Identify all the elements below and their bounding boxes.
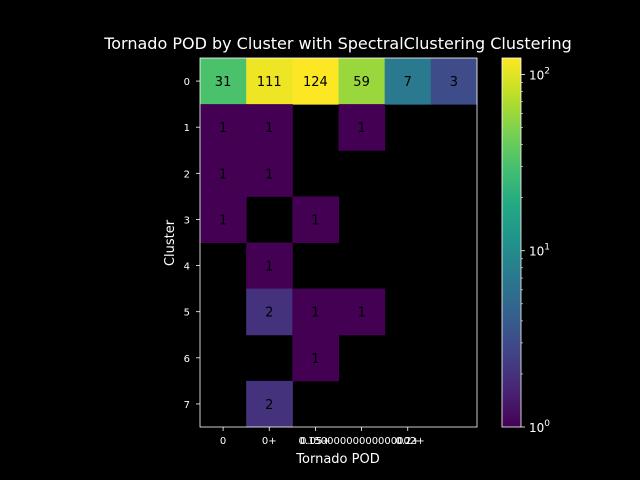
x-tick-label: 0: [220, 436, 226, 447]
cell-value-label: 59: [353, 75, 370, 90]
cell-value-label: 1: [357, 121, 365, 136]
chart-title: Tornado POD by Cluster with SpectralClus…: [103, 34, 572, 53]
heatmap-cells: 31 111 124 59 7 31 1 11 11 112 1 112: [200, 58, 478, 428]
y-tick-label: 2: [184, 169, 190, 180]
heatmap-cell: [246, 150, 293, 197]
cell-value-label: 1: [265, 167, 273, 182]
colorbar-tick-label: 101: [529, 243, 550, 259]
x-tick-label: 0+: [262, 436, 277, 447]
heatmap-cell: [384, 58, 432, 105]
cell-value-label: 2: [265, 306, 273, 321]
cell-value-label: 111: [257, 75, 282, 90]
cell-value-label: 1: [265, 121, 273, 136]
heatmap-cell: [338, 288, 386, 336]
colorbar: 100 101 102: [501, 57, 550, 435]
y-tick-label: 1: [184, 123, 190, 134]
y-axis: 0 1 2 3 4 5 6 7: [184, 77, 200, 411]
heatmap-cell: [292, 196, 339, 243]
heatmap-cell: [292, 288, 339, 336]
y-tick-label: 3: [184, 215, 190, 226]
y-tick-label: 0: [184, 77, 190, 88]
heatmap-cell: [200, 104, 247, 151]
heatmap-cell: [246, 380, 293, 428]
cell-value-label: 1: [219, 213, 227, 228]
cell-value-label: 1: [357, 306, 365, 321]
cell-value-label: 1: [219, 167, 227, 182]
cell-value-label: 1: [265, 260, 273, 275]
heatmap-cell: [246, 288, 293, 336]
heatmap-cell: [200, 58, 247, 105]
heatmap-cell: [200, 150, 247, 197]
cell-value-label: 7: [404, 75, 412, 90]
heatmap-cell: [292, 334, 339, 382]
y-tick-label: 4: [184, 262, 190, 273]
heatmap-cell: [338, 58, 386, 105]
cell-value-label: 1: [311, 213, 319, 228]
colorbar-tick-label: 102: [529, 66, 550, 82]
y-tick-label: 5: [184, 308, 190, 319]
heatmap-cell: [292, 58, 339, 105]
x-tick-label: 0.05+: [300, 436, 331, 447]
heatmap-cell: [246, 58, 293, 105]
x-tick-label: 0.2+: [396, 436, 420, 447]
heatmap-cell: [246, 104, 293, 151]
x-axis-label: Tornado POD: [295, 452, 379, 467]
colorbar-tick-label: 100: [529, 419, 550, 435]
heatmap-cell: [246, 242, 293, 290]
cell-value-label: 124: [303, 75, 328, 90]
heatmap-cell: [200, 196, 247, 243]
cell-value-label: 2: [265, 398, 273, 413]
heatmap-cell: [338, 104, 386, 151]
x-axis: 0 0+ 0.05+0.15000000000000002+0.2+: [220, 427, 425, 447]
cell-value-label: 1: [219, 121, 227, 136]
colorbar-frame: [501, 57, 522, 428]
y-tick-label: 6: [184, 354, 190, 365]
y-axis-label: Cluster: [163, 219, 178, 266]
cell-value-label: 1: [311, 306, 319, 321]
y-tick-label: 7: [184, 400, 190, 411]
x-tick-label: 0.15000000000000002+: [299, 436, 425, 447]
cell-value-label: 1: [311, 352, 319, 367]
cell-value-label: 31: [215, 75, 232, 90]
colorbar-gradient: [502, 58, 521, 427]
cell-value-label: 3: [450, 75, 458, 90]
plot-frame: [199, 57, 478, 428]
heatmap-cell: [430, 58, 478, 105]
colorbar-ticks: 100 101 102: [521, 66, 550, 435]
